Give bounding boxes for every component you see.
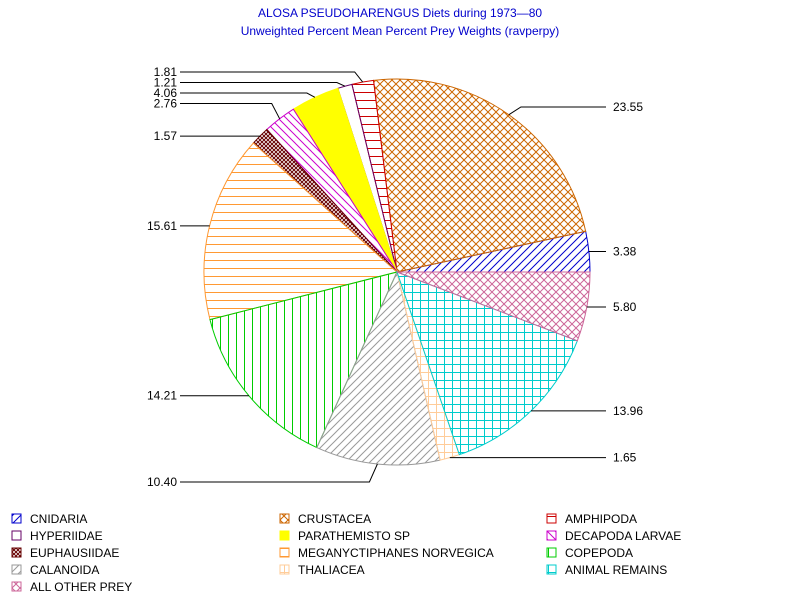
value-label-parathemisto-sp: 4.06 (154, 86, 178, 100)
chart-title: ALOSA PSEUDOHARENGUS Diets during 1973—8… (258, 6, 542, 20)
legend-swatch-calanoida (11, 564, 22, 575)
leader-line-hyperiidae (180, 82, 346, 87)
legend-label-euphausiidae: EUPHAUSIIDAE (30, 546, 119, 560)
value-label-animal-remains: 13.96 (613, 404, 643, 418)
slice-animal-remains (396, 271, 578, 456)
legend-label-meganyctiphanes-norvegica: MEGANYCTIPHANES NORVEGICA (298, 546, 494, 560)
slice-all-other-prey (396, 271, 591, 342)
value-label-euphausiidae: 1.57 (154, 129, 178, 143)
legend-swatch-decapoda-larvae (546, 530, 557, 541)
legend-swatch-parathemisto-sp (279, 530, 290, 541)
leader-line-crustacea (508, 106, 606, 116)
value-label-crustacea: 23.55 (613, 100, 643, 114)
value-label-copepoda: 14.21 (147, 389, 177, 403)
leader-line-decapoda-larvae (180, 103, 281, 120)
legend-swatch-amphipoda (546, 513, 557, 524)
value-label-hyperiidae: 1.21 (154, 76, 178, 90)
legend-label-copepoda: COPEPODA (565, 546, 633, 560)
value-label-amphipoda: 1.81 (154, 65, 178, 79)
slice-meganyctiphanes-norvegica (203, 142, 399, 321)
legend-swatch-cnidaria (11, 513, 22, 524)
legend-label-cnidaria: CNIDARIA (30, 512, 87, 526)
legend: CNIDARIA CRUSTACEA AMPHIPODA HYPERIIDAE PARA… (11, 512, 681, 594)
legend-label-hyperiidae: HYPERIIDAE (30, 529, 103, 543)
legend-swatch-crustacea (279, 513, 290, 524)
legend-label-crustacea: CRUSTACEA (298, 512, 371, 526)
value-labels: 3.38 23.55 1.65 13.96 5.80 1.811.214.062.76 1.… (147, 65, 643, 489)
value-label-decapoda-larvae: 2.76 (154, 97, 178, 111)
legend-swatch-thaliacea (279, 564, 290, 575)
pie-slices (203, 78, 591, 466)
legend-swatch-hyperiidae (11, 530, 22, 541)
legend-swatch-meganyctiphanes-norvegica (279, 547, 290, 558)
value-label-calanoida: 10.40 (147, 475, 177, 489)
leader-lines (180, 71, 606, 483)
value-label-all-other-prey: 5.80 (613, 300, 637, 314)
leader-line-calanoida (180, 463, 378, 483)
legend-label-calanoida: CALANOIDA (30, 563, 99, 577)
legend-swatch-all-other-prey (11, 581, 22, 592)
slice-copepoda (209, 271, 398, 449)
legend-swatch-animal-remains (546, 564, 557, 575)
legend-label-decapoda-larvae: DECAPODA LARVAE (565, 529, 681, 543)
slice-crustacea (373, 78, 587, 273)
chart-subtitle: Unweighted Percent Mean Percent Prey Wei… (241, 24, 560, 38)
leader-line-amphipoda (180, 71, 364, 83)
legend-label-amphipoda: AMPHIPODA (565, 512, 637, 526)
value-label-thaliacea: 1.65 (613, 451, 637, 465)
legend-label-animal-remains: ANIMAL REMAINS (565, 563, 667, 577)
leader-line-parathemisto-sp (180, 92, 316, 98)
value-label-cnidaria: 3.38 (613, 245, 637, 259)
legend-label-all-other-prey: ALL OTHER PREY (30, 580, 132, 594)
slice-calanoida (316, 270, 441, 466)
value-label-meganyctiphanes-norvegica: 15.61 (147, 219, 177, 233)
legend-label-parathemisto-sp: PARATHEMISTO SP (298, 529, 410, 543)
legend-label-thaliacea: THALIACEA (298, 563, 365, 577)
legend-swatch-copepoda (546, 547, 557, 558)
legend-swatch-euphausiidae (11, 547, 22, 558)
